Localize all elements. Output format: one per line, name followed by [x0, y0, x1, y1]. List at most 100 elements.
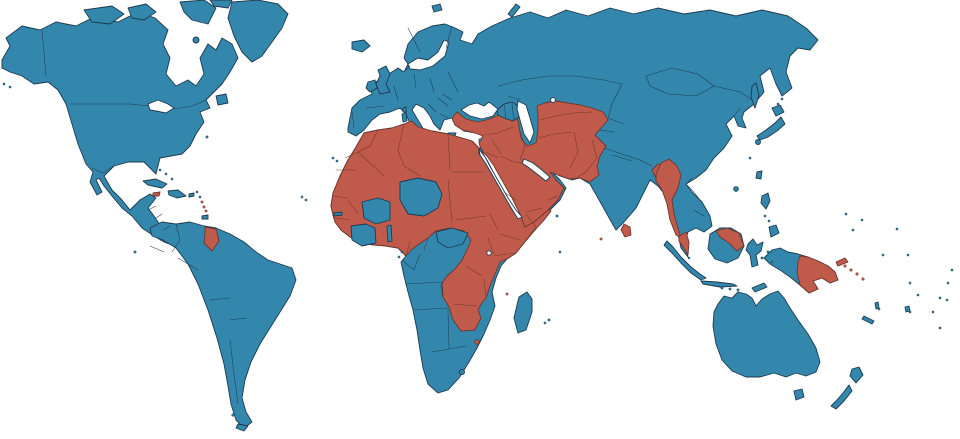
marked-island-dot [204, 209, 208, 213]
persian-gulf [521, 158, 551, 182]
niger-enclave [399, 177, 443, 217]
island-dot [170, 177, 174, 181]
borders-marked-layer [332, 111, 598, 307]
borders-default-stroke [41, 25, 753, 405]
island-dot [400, 250, 404, 254]
island-dot [881, 253, 885, 257]
island-dot [304, 198, 308, 202]
marked-island-dot [843, 264, 847, 268]
europe-borders [351, 25, 459, 129]
cuba [142, 178, 168, 189]
lesotho-enclave [459, 369, 465, 375]
lake-victoria [486, 250, 492, 256]
kyushu [755, 139, 761, 145]
himalaya-borders [603, 147, 653, 167]
enclave-layer [333, 101, 521, 375]
marked-island-dot [599, 237, 603, 241]
madagascar [513, 291, 533, 334]
marked-island-dot [855, 272, 859, 276]
caspian-sea [516, 100, 535, 144]
island-dot [763, 214, 767, 218]
aral-sea [550, 97, 556, 103]
marked-island-dot [505, 292, 509, 296]
marked-papua-new-guinea [796, 255, 839, 294]
island-dot [547, 318, 551, 322]
newfoundland [215, 93, 229, 106]
australia [712, 290, 821, 378]
island-dot [164, 172, 168, 176]
island-dot [767, 219, 771, 223]
black-sea [460, 101, 499, 120]
island-dot [851, 228, 855, 232]
marked-new-britain [835, 257, 849, 267]
island-dots-default [2, 82, 954, 417]
island-dot [198, 195, 202, 199]
central-african-republic-enclave [435, 227, 469, 249]
west-africa-borders [332, 195, 429, 257]
tierra-del-fuego [235, 423, 249, 432]
new-zealand-north-island [849, 366, 864, 384]
marked-jamaica [152, 191, 161, 197]
korea-border [733, 107, 741, 117]
island-dot [931, 310, 935, 314]
indochina-borders [685, 177, 705, 217]
hokkaido [771, 104, 785, 117]
north-america [1, 11, 239, 246]
novaya-zemlya [507, 3, 521, 18]
island-dot [748, 156, 752, 160]
great-lakes [147, 99, 175, 114]
victoria-island [83, 5, 125, 25]
island-dot [938, 326, 942, 330]
marked-north-borneo [715, 227, 745, 252]
southern-africa-borders [401, 253, 467, 353]
island-dot [8, 85, 12, 89]
gambia-enclave [333, 211, 343, 217]
island-dot [736, 288, 740, 292]
marked-sri-lanka [620, 223, 632, 238]
island-dot [335, 159, 339, 163]
island-dot [938, 296, 942, 300]
island-dot [231, 413, 235, 417]
alaska-canada-border [41, 29, 47, 77]
island-dot [158, 168, 162, 172]
water-layer [147, 39, 556, 256]
hispaniola [167, 189, 187, 199]
island-dot [908, 281, 912, 285]
greenland [227, 0, 289, 63]
island-dot [205, 135, 209, 139]
cote-divoire-enclave [350, 223, 377, 247]
central-america-borders [147, 205, 171, 231]
amur-border [713, 85, 753, 101]
island-dot [908, 310, 912, 314]
island-dot [2, 82, 6, 86]
new-zealand-south-island [830, 384, 853, 410]
island-dot [687, 256, 691, 260]
island-dot [478, 138, 482, 142]
island-dot [555, 214, 559, 218]
kazakhstan-south-border [507, 83, 625, 133]
island-dots-default-stroke [2, 82, 954, 417]
trinidad [201, 214, 209, 220]
ireland [365, 79, 378, 93]
marked-myanmar [655, 158, 682, 239]
island-dot [770, 260, 774, 264]
luzon [760, 192, 771, 210]
island-dots-marked-stroke [200, 200, 865, 296]
togo-enclave [386, 224, 393, 243]
marked-island-dot [849, 268, 853, 272]
island-dots-marked [200, 200, 865, 296]
marked-guyana [203, 226, 220, 252]
us-mexico-border [91, 165, 115, 174]
sumatra [663, 240, 707, 281]
island-dot [720, 286, 724, 290]
caucasus-borders [503, 103, 515, 121]
north-africa-borders [335, 123, 485, 223]
island-dot [195, 190, 199, 194]
east-africa-borders [452, 191, 537, 307]
island-dot [895, 227, 899, 231]
island-dot [780, 97, 784, 101]
red-sea [478, 148, 523, 220]
sakhalin [750, 82, 760, 109]
southampton-island [192, 36, 200, 44]
